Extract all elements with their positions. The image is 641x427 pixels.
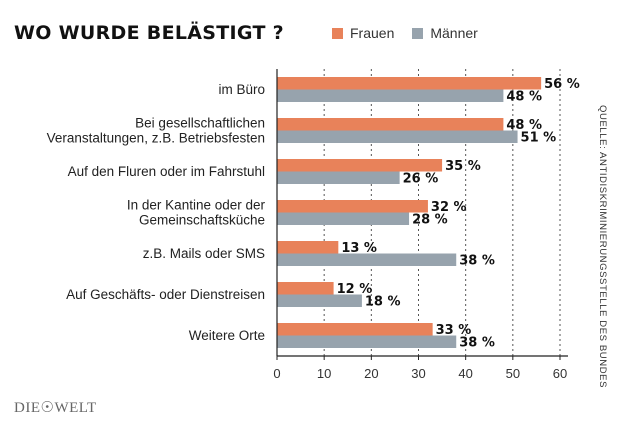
value-label-maenner-6: 18 % bbox=[365, 295, 401, 310]
chart-legend: Frauen Männer bbox=[332, 25, 496, 41]
bar-frauen-3 bbox=[277, 159, 443, 172]
category-label-4-line-2: Gemeinschaftsküche bbox=[139, 213, 265, 228]
source-note: QUELLE: ANTIDISKRIMINIERUNGSSTELLE DES B… bbox=[597, 105, 608, 389]
bar-maenner-7 bbox=[277, 335, 457, 348]
category-label-3: Auf den Fluren oder im Fahrstuhl bbox=[68, 164, 265, 179]
value-label-maenner-7: 38 % bbox=[459, 336, 495, 351]
chart-title: WO WURDE BELÄSTIGT ? bbox=[14, 22, 284, 44]
tick-label-0: 0 bbox=[273, 366, 280, 381]
legend-item-maenner: Männer bbox=[412, 25, 478, 41]
value-label-maenner-5: 38 % bbox=[459, 254, 495, 269]
bar-frauen-5 bbox=[277, 241, 339, 254]
bar-frauen-2 bbox=[277, 118, 504, 131]
value-label-frauen-5: 13 % bbox=[341, 241, 377, 256]
tick-label-60: 60 bbox=[553, 366, 567, 381]
tick-label-20: 20 bbox=[364, 366, 378, 381]
bar-maenner-1 bbox=[277, 89, 504, 102]
category-label-7: Weitere Orte bbox=[189, 328, 265, 343]
tick-label-50: 50 bbox=[506, 366, 520, 381]
bar-frauen-6 bbox=[277, 282, 334, 295]
value-label-maenner-2: 51 % bbox=[521, 131, 557, 146]
bar-maenner-3 bbox=[277, 171, 400, 184]
value-label-maenner-4: 28 % bbox=[412, 213, 448, 228]
legend-label-maenner: Männer bbox=[430, 25, 478, 41]
bar-frauen-7 bbox=[277, 323, 433, 336]
category-label-5: z.B. Mails oder SMS bbox=[143, 246, 265, 261]
value-label-frauen-3: 35 % bbox=[445, 159, 481, 174]
bar-maenner-4 bbox=[277, 212, 410, 225]
category-label-6: Auf Geschäfts- oder Dienstreisen bbox=[66, 287, 265, 302]
bar-maenner-2 bbox=[277, 130, 518, 143]
bar-frauen-1 bbox=[277, 77, 542, 90]
legend-label-frauen: Frauen bbox=[350, 25, 395, 41]
bar-frauen-4 bbox=[277, 200, 428, 213]
value-label-frauen-4: 32 % bbox=[431, 200, 467, 215]
tick-label-40: 40 bbox=[458, 366, 472, 381]
value-label-frauen-6: 12 % bbox=[337, 282, 373, 297]
tick-label-30: 30 bbox=[411, 366, 425, 381]
value-label-frauen-2: 48 % bbox=[506, 118, 542, 133]
legend-swatch-frauen bbox=[332, 27, 343, 39]
bar-maenner-6 bbox=[277, 294, 362, 307]
value-label-maenner-1: 48 % bbox=[506, 90, 542, 105]
value-label-frauen-7: 33 % bbox=[436, 323, 472, 338]
category-label-4-line-1: In der Kantine oder der bbox=[127, 198, 266, 213]
legend-swatch-maenner bbox=[412, 27, 424, 39]
category-label-2-line-1: Bei gesellschaftlichen bbox=[135, 116, 265, 131]
tick-label-10: 10 bbox=[317, 366, 331, 381]
value-label-maenner-3: 26 % bbox=[403, 172, 439, 187]
category-label-2-line-2: Veranstaltungen, z.B. Betriebsfesten bbox=[47, 131, 265, 146]
brand-logo: DIE☉WELT bbox=[14, 400, 97, 416]
category-label-1: im Büro bbox=[218, 82, 265, 97]
bar-maenner-5 bbox=[277, 253, 457, 266]
value-label-frauen-1: 56 % bbox=[544, 77, 580, 92]
legend-item-frauen: Frauen bbox=[332, 25, 394, 41]
